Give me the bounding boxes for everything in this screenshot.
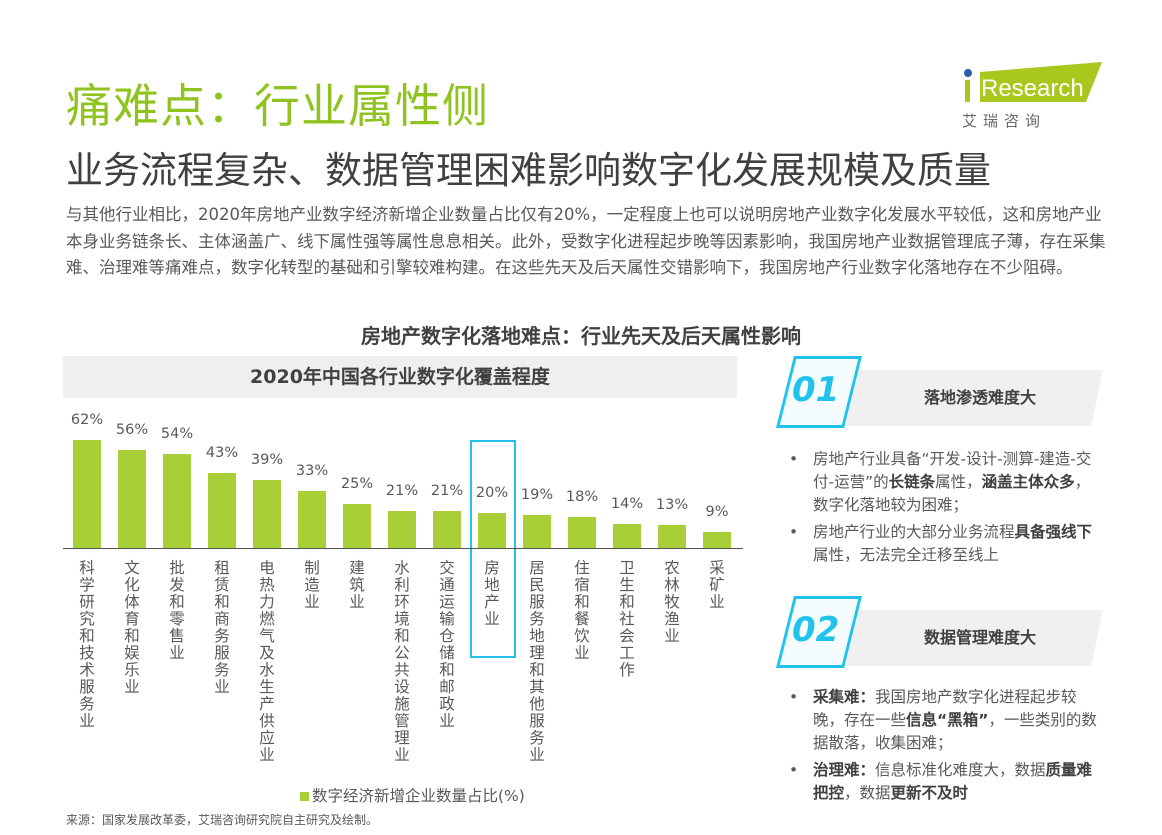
bold-text: 治理难： <box>813 761 876 779</box>
bar <box>568 516 596 548</box>
page-title: 痛难点：行业属性侧 <box>66 79 489 133</box>
bar <box>73 440 101 548</box>
text: ，数据 <box>844 784 891 802</box>
intro-paragraph: 与其他行业相比，2020年房地产业数字经济新增企业数量占比仅有20%，一定程度上… <box>66 205 1106 277</box>
bold-text: 信息“黑箱” <box>906 711 989 729</box>
chart-title: 2020年中国各行业数字化覆盖程度 <box>63 356 737 398</box>
bar <box>118 450 146 548</box>
bold-text: 质量难把控 <box>813 761 1093 802</box>
category-label: 科学研究和技术服务业 <box>79 559 95 730</box>
category-label: 批发和零售业 <box>169 559 185 662</box>
value-label: 9% <box>705 504 729 521</box>
bar <box>388 511 416 548</box>
text: 信息标准化难度大，数据 <box>875 761 1046 779</box>
svg-text:Research: Research <box>981 75 1084 102</box>
value-label: 21% <box>430 483 464 500</box>
card-header-01: 01 落地渗透难度大 <box>776 356 1105 428</box>
bar <box>613 523 641 548</box>
svg-text:艾瑞咨询: 艾瑞咨询 <box>962 112 1046 130</box>
bar <box>478 513 506 548</box>
value-label: 39% <box>250 452 284 469</box>
legend-swatch <box>300 792 309 801</box>
text: 房地产行业的大部分业务流程 <box>813 523 1015 541</box>
card-title: 落地渗透难度大 <box>923 388 1036 407</box>
value-label: 20% <box>475 485 509 502</box>
category-label: 建筑业 <box>349 559 365 611</box>
category-label: 农林牧渔业 <box>664 559 680 645</box>
page-subtitle: 业务流程复杂、数据管理困难影响数字化发展规模及质量 <box>66 149 991 192</box>
value-label: 21% <box>385 483 419 500</box>
value-label: 33% <box>295 462 329 479</box>
category-label: 交通运输 仓储和邮政业 <box>439 559 471 730</box>
header-band <box>808 370 1103 426</box>
bold-text: 长链条 <box>888 473 936 491</box>
bullet-item: 采集难：我国房地产数字化进程起步较晚，存在一些信息“黑箱”，一些类别的数据散落，… <box>785 686 1105 755</box>
source-note: 来源：国家发展改革委，艾瑞咨询研究院自主研究及绘制。 <box>66 813 379 827</box>
text: 我国房地产数字化进程起步较晚，存在一些 <box>813 688 1077 729</box>
category-label: 居民服务 地理和其他服务业 <box>529 559 561 764</box>
text: 房地产行业具备“开发-设计-测算-建造-交付-运营”的 <box>813 450 1092 491</box>
header-band <box>808 610 1103 666</box>
category-label: 制造业 <box>304 559 320 611</box>
bullet-item: 治理难：信息标准化难度大，数据质量难把控，数据更新不及时 <box>785 759 1105 805</box>
bold-text: 更新不及时 <box>890 784 969 802</box>
value-label: 18% <box>565 488 599 505</box>
card-header-02: 02 数据管理难度大 <box>776 596 1105 668</box>
bullet-item: 房地产行业具备“开发-设计-测算-建造-交付-运营”的长链条属性，涵盖主体众多，… <box>785 448 1105 517</box>
chart-legend: 数字经济新增企业数量占比(%) <box>300 784 525 806</box>
highlight-box <box>470 440 516 658</box>
bold-text: 具备强线下 <box>1014 523 1093 541</box>
card-number: 01 <box>792 370 840 410</box>
value-label: 25% <box>340 476 374 493</box>
text: 属性，无法完全迁移至线上 <box>813 546 1000 564</box>
legend-label: 数字经济新增企业数量占比(%) <box>312 787 525 805</box>
category-label: 房地产业 <box>484 559 500 628</box>
bar <box>433 511 461 548</box>
text: ，一些类别的数据散落，收集困难； <box>813 711 1097 752</box>
card-number: 02 <box>792 610 840 650</box>
bar-chart: 62% 科学研究和技术服务业 56% 文化体育和娱乐业 54% 批发和零售业 43% 租赁和商… <box>60 400 760 820</box>
category-label: 住宿和餐饮业 <box>574 559 590 662</box>
text: 属性， <box>935 473 982 491</box>
bar <box>253 480 281 548</box>
category-label: 电热力 燃气及水生产供应业 <box>259 559 291 764</box>
bar <box>523 514 551 548</box>
iresearch-logo: Research 艾瑞咨询 <box>960 60 1110 130</box>
bold-text: 采集难： <box>813 688 876 706</box>
text: ，数字化落地较为困难； <box>813 473 1091 514</box>
card-bullets: 房地产行业具备“开发-设计-测算-建造-交付-运营”的长链条属性，涵盖主体众多，… <box>785 448 1105 571</box>
card-bullets: 采集难：我国房地产数字化进程起步较晚，存在一些信息“黑箱”，一些类别的数据散落，… <box>785 686 1105 809</box>
category-label: 采矿业 <box>709 559 725 611</box>
bar <box>163 453 191 548</box>
category-label: 租赁和商务服务业 <box>214 559 230 696</box>
card-title: 数据管理难度大 <box>923 628 1036 647</box>
bar <box>298 490 326 548</box>
category-label: 卫生和社会工作 <box>619 559 635 679</box>
category-label: 水利 环境和公共设施管理业 <box>394 559 426 764</box>
bar <box>343 504 371 548</box>
value-label: 62% <box>70 412 104 428</box>
value-label: 19% <box>520 486 554 503</box>
value-label: 13% <box>655 497 689 514</box>
x-axis <box>63 548 743 549</box>
value-label: 43% <box>205 445 239 462</box>
bold-text: 涵盖主体众多 <box>981 473 1075 491</box>
bullet-item: 房地产行业的大部分业务流程具备强线下属性，无法完全迁移至线上 <box>785 521 1105 567</box>
bar <box>658 525 686 548</box>
value-label: 56% <box>115 422 149 439</box>
value-label: 54% <box>160 425 194 442</box>
bar <box>208 473 236 548</box>
category-label: 文化体育和娱乐业 <box>124 559 140 696</box>
section-title: 房地产数字化落地难点：行业先天及后天属性影响 <box>361 324 801 348</box>
value-label: 14% <box>610 495 644 512</box>
bar <box>703 532 731 548</box>
